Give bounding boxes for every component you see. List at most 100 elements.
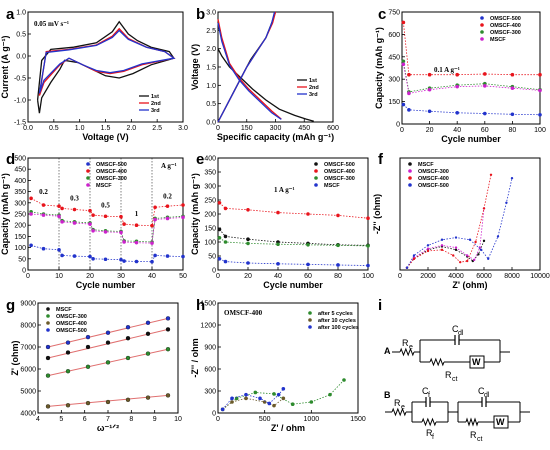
x-tick-label: 0 xyxy=(216,273,220,280)
legend-entry: 2nd xyxy=(151,101,161,107)
x-axis-label: Z' (ohm) xyxy=(452,280,487,290)
y-tick-label: 300 xyxy=(204,389,216,396)
Re-A-label: R xyxy=(402,338,409,348)
legend-marker xyxy=(408,176,412,180)
data-point xyxy=(72,254,77,258)
Cdl-A-sub: dl xyxy=(458,330,464,337)
legend-entry: OMSCF-500 xyxy=(56,328,87,334)
y-tick-label: 450 xyxy=(388,54,400,61)
data-point xyxy=(427,87,432,92)
data-point xyxy=(244,392,248,397)
x-tick-label: 4000 xyxy=(448,273,464,280)
Cdl-A-label: C xyxy=(452,324,459,334)
y-axis-label: -Z'' / ohm xyxy=(190,338,200,377)
legend-entry: OMSCF-400 xyxy=(418,176,449,182)
x-tick-label: 6000 xyxy=(476,273,492,280)
y-axis-label: Z' (ohm) xyxy=(10,340,20,375)
data-point xyxy=(153,253,157,258)
rate-label: 0.3 xyxy=(70,195,79,203)
data-point xyxy=(454,246,458,249)
Re-B-label: R xyxy=(394,398,401,408)
y-tick-label: -1.0 xyxy=(14,98,26,105)
y-tick-label: 4000 xyxy=(20,411,36,418)
data-point xyxy=(103,214,108,219)
data-point xyxy=(165,327,171,332)
panel-label: e xyxy=(196,151,204,168)
x-tick-label: 0.0 xyxy=(23,125,33,132)
data-point xyxy=(496,235,500,238)
data-point xyxy=(510,86,515,90)
data-point xyxy=(454,236,458,239)
data-point xyxy=(223,206,228,211)
data-point xyxy=(489,173,493,176)
resistor-Rct-B xyxy=(465,417,479,427)
data-point xyxy=(41,213,46,217)
data-point xyxy=(122,240,126,244)
panel-g: 4 5 6 7 8 9 10 4000 5000 6000 7000 8000 9000 ω⁻¹ᐟ² Z' … xyxy=(10,301,182,434)
data-point xyxy=(217,236,222,240)
legend-entry: MSCF xyxy=(490,37,506,43)
resistor-Re-A xyxy=(399,347,415,357)
data-point xyxy=(401,62,406,67)
y-tick-label: 250 xyxy=(204,198,216,205)
series-line-3rd xyxy=(38,29,176,94)
legend-marker xyxy=(86,162,90,166)
panel-label: f xyxy=(378,151,384,168)
Rct-B-sub: ct xyxy=(477,436,483,443)
data-point xyxy=(342,378,346,382)
legend-marker xyxy=(408,162,412,166)
circuit-B-label: B xyxy=(384,390,391,400)
data-point xyxy=(60,253,64,258)
data-point xyxy=(134,223,139,227)
legend-entry: OMSCF-500 xyxy=(324,162,355,168)
legend-entry: OMSCF-400 xyxy=(56,321,87,327)
data-point xyxy=(165,347,171,352)
y-axis-label: Capacity (mAh g⁻¹) xyxy=(374,27,384,109)
legend-entry: 2nd xyxy=(309,85,319,91)
x-tick-label: 2.0 xyxy=(126,125,136,132)
plot-frame xyxy=(217,11,334,123)
data-point xyxy=(125,355,131,361)
y-tick-label: 150 xyxy=(14,234,26,241)
data-point xyxy=(181,254,185,259)
y-tick-label: 1.5 xyxy=(206,65,216,72)
data-point xyxy=(125,325,131,330)
series-trace-after-10-cycles xyxy=(222,397,284,410)
rate-label: 0.2 xyxy=(39,188,48,196)
data-point xyxy=(246,208,250,212)
data-point xyxy=(246,261,250,265)
legend-marker xyxy=(86,176,90,180)
legend-marker xyxy=(314,162,318,166)
legend-marker xyxy=(308,325,312,329)
legend-marker xyxy=(46,307,50,311)
data-point xyxy=(483,84,487,88)
data-point xyxy=(477,253,480,256)
data-point xyxy=(510,112,515,117)
data-point xyxy=(407,91,411,96)
legend-entry: OMSCF-400 xyxy=(490,23,521,29)
data-point xyxy=(134,240,139,245)
data-point xyxy=(538,112,542,117)
data-point xyxy=(480,248,483,252)
panel-label: h xyxy=(196,297,205,314)
data-point xyxy=(125,397,131,402)
x-tick-label: 0.5 xyxy=(49,125,59,132)
series-trace-OMSCF-500 xyxy=(403,104,541,116)
y-axis-label: -Z'' (ohm) xyxy=(372,194,382,234)
data-point xyxy=(427,109,432,114)
data-point xyxy=(223,259,228,264)
data-point xyxy=(276,262,280,266)
data-point xyxy=(181,203,185,207)
data-point xyxy=(366,216,370,220)
panel-c-annotation: 0.1 A g⁻¹ xyxy=(434,66,460,74)
y-tick-label: 9000 xyxy=(20,301,36,308)
data-point xyxy=(57,214,61,219)
x-tick-label: 40 xyxy=(148,273,156,280)
y-tick-label: 50 xyxy=(208,254,216,261)
y-tick-label: 0.5 xyxy=(206,101,216,108)
data-point xyxy=(272,392,276,396)
x-tick-label: 20 xyxy=(426,127,434,134)
data-point xyxy=(466,259,469,263)
x-tick-label: 1000 xyxy=(304,416,320,423)
y-tick-label: 150 xyxy=(388,99,400,106)
